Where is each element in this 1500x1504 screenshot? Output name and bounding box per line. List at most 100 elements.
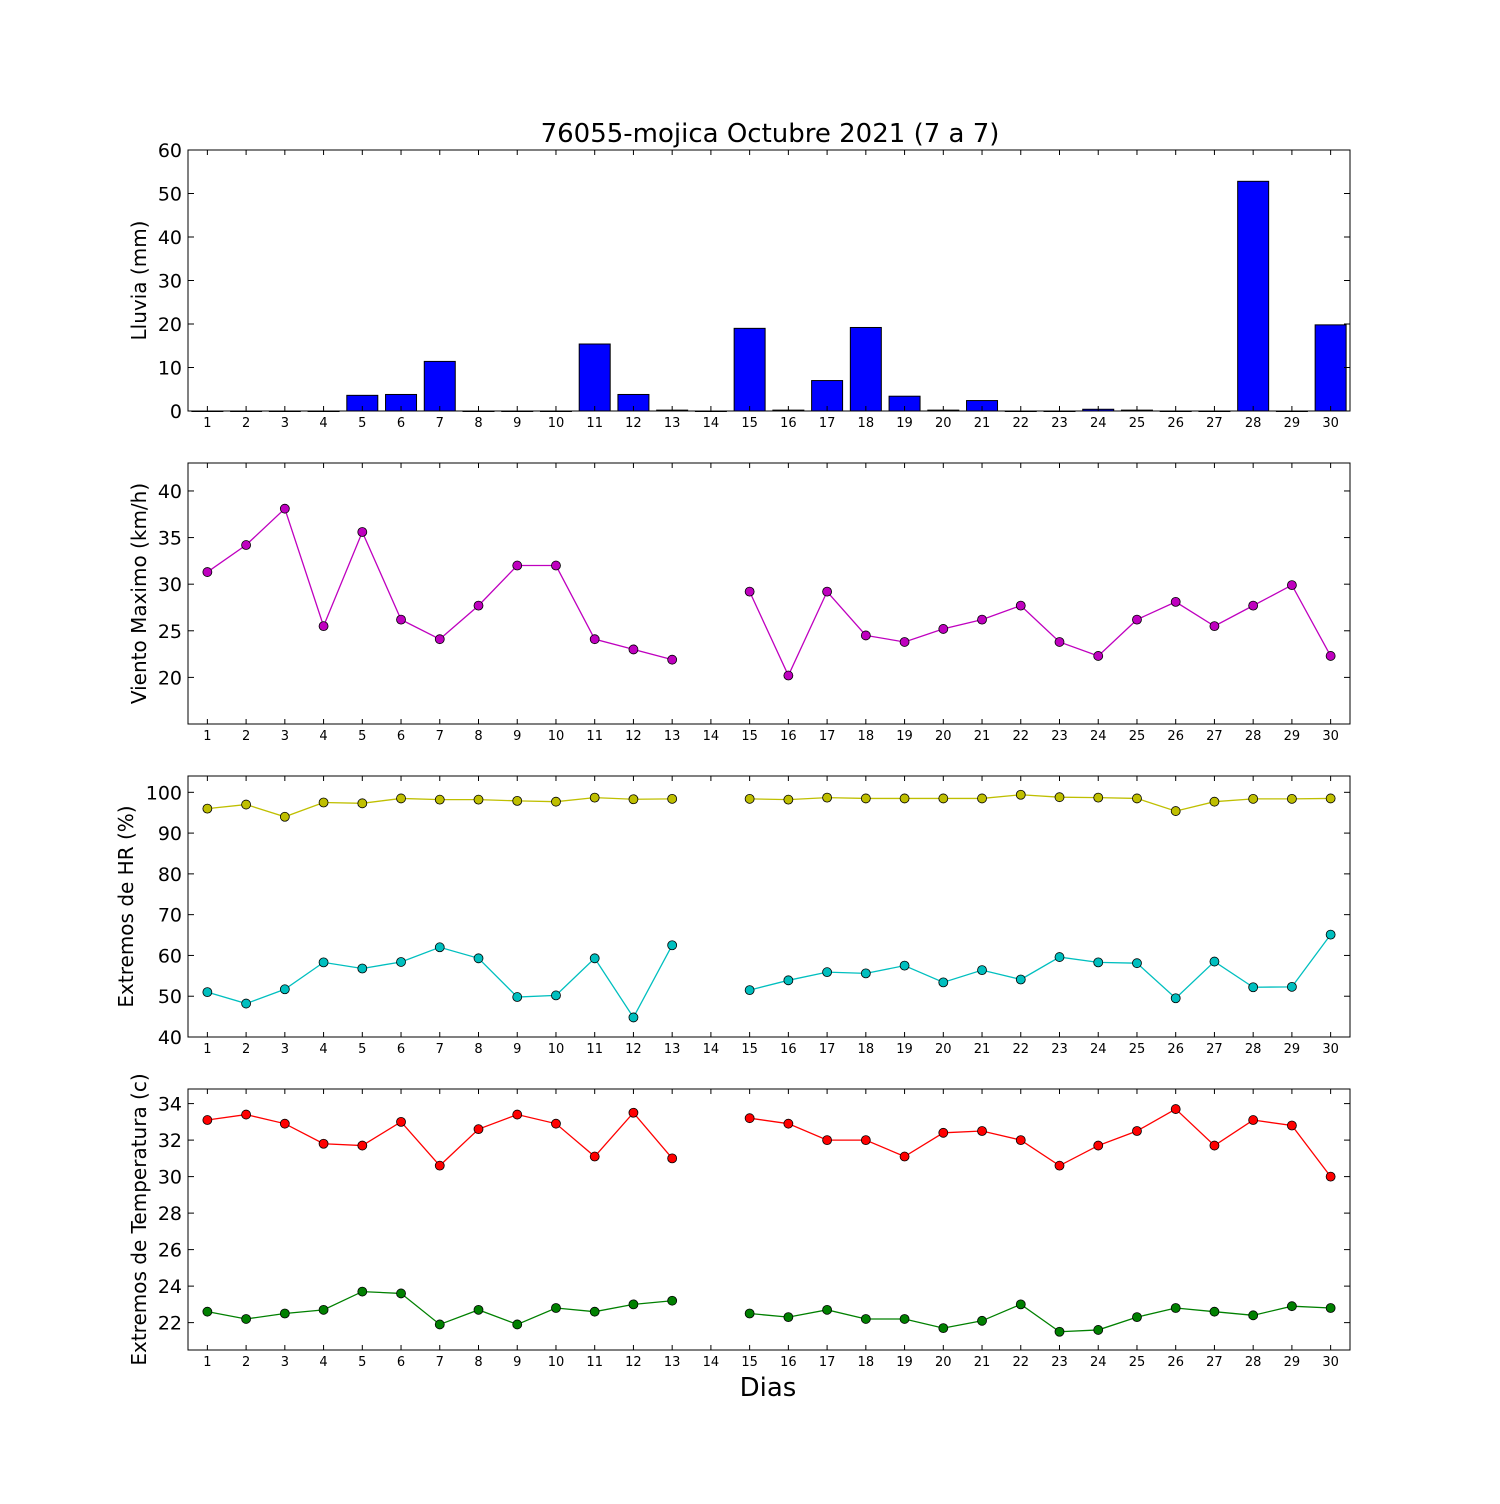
x-tick-label: 1 (203, 1042, 211, 1057)
x-tick-label: 19 (896, 729, 913, 744)
x-tick-label: 12 (625, 1042, 642, 1057)
series-1-point-day-6 (396, 1116, 406, 1127)
x-tick-label: 29 (1284, 1042, 1301, 1057)
x-tick-label: 18 (858, 1355, 875, 1370)
series-1-point-day-11 (589, 792, 600, 803)
bar-day-7 (423, 360, 456, 412)
x-tick-label: 27 (1206, 729, 1223, 744)
series-1-point-day-23 (1054, 792, 1065, 803)
series-2-point-day-4 (318, 1304, 329, 1315)
series-2-point-day-2 (241, 1314, 252, 1324)
series-1-point-day-17 (822, 1135, 832, 1146)
x-tick-label: 26 (1167, 416, 1184, 431)
series-2-point-day-20 (938, 1323, 949, 1333)
series-2-point-day-25 (1132, 958, 1142, 969)
x-tick-label: 2 (242, 416, 250, 431)
x-tick-label: 12 (625, 1355, 642, 1370)
x-tick-label: 18 (858, 1042, 875, 1057)
y-tick-label: 40 (158, 1027, 182, 1049)
series-2-point-day-18 (860, 1314, 871, 1324)
y-tick-label: 80 (158, 864, 182, 886)
x-tick-label: 19 (896, 1042, 913, 1057)
y-tick-label: 60 (158, 140, 182, 162)
x-tick-label: 14 (703, 729, 720, 744)
series-2-point-day-15 (744, 1308, 755, 1319)
series-1-point-day-26 (1170, 1104, 1181, 1114)
x-tick-label: 20 (935, 729, 952, 744)
x-tick-label: 7 (436, 1042, 444, 1057)
series-1-point-day-15 (744, 793, 755, 804)
y-tick-label: 35 (158, 528, 182, 550)
x-tick-label: 26 (1167, 1042, 1184, 1057)
x-tick-label: 28 (1245, 416, 1262, 431)
x-tick-label: 25 (1129, 416, 1146, 431)
x-tick-label: 10 (548, 416, 565, 431)
x-tick-label: 16 (780, 729, 797, 744)
x-tick-label: 6 (397, 1355, 405, 1370)
x-tick-label: 14 (703, 416, 720, 431)
series-1-point-day-18 (860, 630, 871, 641)
series-1-point-day-7 (434, 634, 445, 645)
x-tick-label: 8 (474, 729, 482, 744)
panel-2: 1 2 3 4 5 6 7 8 9 10 11 12 13 14 15 16 17 18 19 20 21 22 23 24 2… (127, 462, 1351, 744)
series-1-point-day-22 (1015, 789, 1026, 800)
x-tick-label: 26 (1167, 729, 1184, 744)
x-tick-label: 25 (1129, 1042, 1146, 1057)
series-2-point-day-19 (899, 1314, 910, 1324)
series-1-point-day-29 (1287, 580, 1297, 591)
bar-day-17 (811, 380, 844, 412)
y-tick-label: 26 (158, 1240, 182, 1262)
x-tick-label: 13 (664, 1042, 681, 1057)
series-1-point-day-12 (628, 794, 639, 805)
series-2-point-day-30 (1325, 1303, 1336, 1313)
x-tick-label: 6 (397, 416, 405, 431)
series-2-point-day-28 (1248, 982, 1259, 993)
y-tick-label: 20 (158, 667, 182, 689)
series-1-point-day-28 (1248, 1115, 1259, 1125)
x-tick-label: 4 (319, 1355, 327, 1370)
x-tick-label: 13 (664, 416, 681, 431)
series-2-point-day-3 (279, 984, 290, 995)
x-tick-label: 4 (319, 1042, 327, 1057)
y-tick-label: 10 (158, 358, 182, 380)
x-tick-label: 28 (1245, 1355, 1262, 1370)
x-tick-label: 8 (474, 1355, 482, 1370)
x-tick-label: 24 (1090, 416, 1107, 431)
x-tick-label: 28 (1245, 1042, 1262, 1057)
series-2-point-day-11 (589, 1306, 600, 1317)
series-1-point-day-29 (1287, 1120, 1297, 1131)
y-axis-label: Extremos de Temperatura (c) (127, 1073, 151, 1365)
x-tick-label: 1 (203, 729, 211, 744)
x-tick-label: 18 (858, 729, 875, 744)
x-tick-label: 8 (474, 416, 482, 431)
x-tick-label: 17 (819, 1042, 836, 1057)
x-tick-label: 8 (474, 1042, 482, 1057)
bar-day-28 (1237, 180, 1270, 412)
series-1-point-day-21 (977, 1126, 987, 1136)
x-tick-label: 12 (625, 729, 642, 744)
x-tick-label: 17 (819, 729, 836, 744)
x-tick-label: 11 (586, 1355, 603, 1370)
series-2-point-day-9 (512, 992, 523, 1002)
series-2-point-day-5 (357, 963, 368, 974)
x-tick-label: 11 (586, 729, 603, 744)
series-1-point-day-5 (357, 798, 368, 809)
x-tick-label: 20 (935, 1355, 952, 1370)
x-tick-label: 12 (625, 416, 642, 431)
x-tick-label: 5 (358, 1355, 366, 1370)
series-2-point-day-7 (434, 942, 445, 953)
series-2-point-day-30 (1325, 929, 1336, 940)
series-1-point-day-5 (357, 527, 368, 537)
x-tick-label: 23 (1051, 1355, 1068, 1370)
x-tick-label: 14 (703, 1042, 720, 1057)
series-2-line-2 (749, 1303, 1331, 1333)
series-2-point-day-6 (396, 1288, 406, 1299)
x-tick-label: 17 (819, 416, 836, 431)
series-1-point-day-21 (977, 614, 987, 625)
plot-frame (187, 462, 1351, 725)
x-tick-label: 13 (664, 1355, 681, 1370)
series-1-point-day-3 (279, 1118, 290, 1129)
series-1-point-day-16 (783, 670, 794, 681)
series-1-point-day-22 (1015, 1135, 1026, 1146)
y-tick-label: 22 (158, 1313, 182, 1335)
